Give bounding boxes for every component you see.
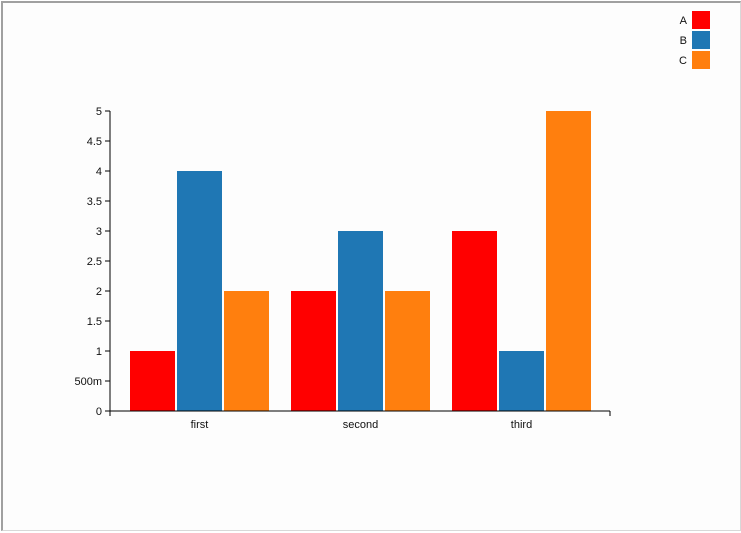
y-tick-label: 3.5 <box>87 196 102 208</box>
y-tick-label: 1 <box>96 346 102 358</box>
bar-a-first <box>130 351 175 411</box>
x-axis: first second third <box>109 410 611 431</box>
bars-group <box>130 111 591 411</box>
bar-c-second <box>385 291 430 411</box>
y-axis: 0 500m 1 1.5 2 2.5 3 3.5 4 4.5 5 <box>74 106 111 418</box>
legend-label-c: C <box>679 55 687 67</box>
y-tick-label: 0 <box>96 406 102 418</box>
x-category-label: second <box>343 419 378 431</box>
x-category-label: third <box>511 419 532 431</box>
y-tick-label: 5 <box>96 106 102 118</box>
bar-b-third <box>499 351 544 411</box>
legend-swatch-c <box>692 51 710 69</box>
bar-c-first <box>224 291 269 411</box>
y-tick-label: 1.5 <box>87 316 102 328</box>
legend-swatch-a <box>692 11 710 29</box>
bar-b-second <box>338 231 383 411</box>
y-tick-label: 4.5 <box>87 136 102 148</box>
y-tick-label: 3 <box>96 226 102 238</box>
y-tick-label: 2.5 <box>87 256 102 268</box>
y-tick-label: 4 <box>96 166 102 178</box>
bar-b-first <box>177 171 222 411</box>
bar-a-second <box>291 291 336 411</box>
legend-label-a: A <box>680 15 688 27</box>
y-tick-label: 2 <box>96 286 102 298</box>
x-category-label: first <box>191 419 209 431</box>
y-tick-label: 500m <box>74 376 102 388</box>
legend-swatch-b <box>692 31 710 49</box>
bar-a-third <box>452 231 497 411</box>
bar-c-third <box>546 111 591 411</box>
legend: ABC <box>679 11 710 69</box>
legend-label-b: B <box>680 35 687 47</box>
